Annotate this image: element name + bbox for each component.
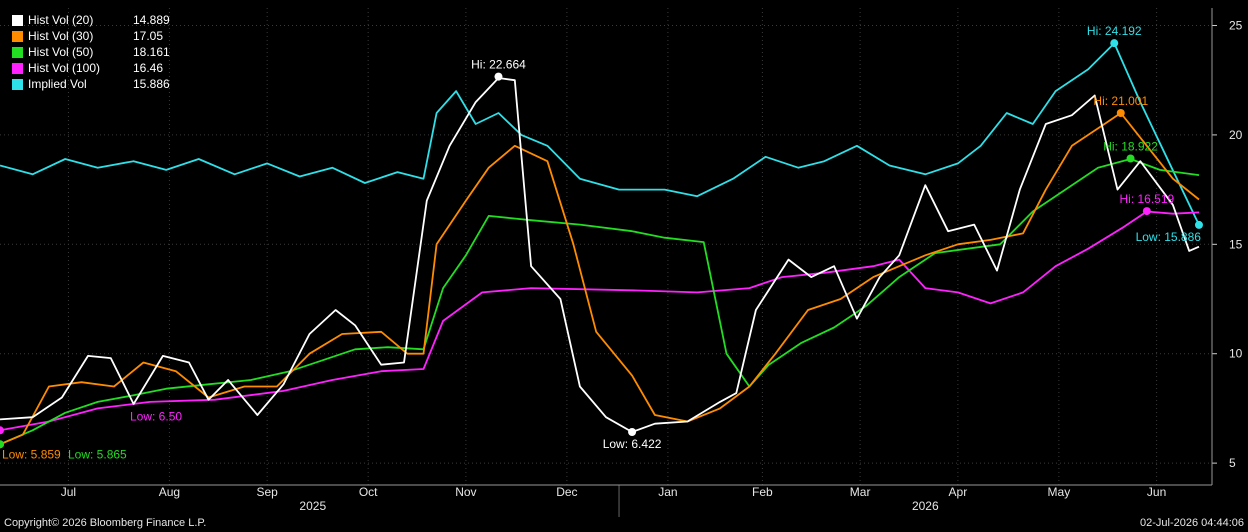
annotation-label: Hi: 16.519 <box>1119 192 1174 206</box>
series-line-4 <box>0 210 1200 432</box>
legend-item: Hist Vol (50) 18.161 <box>12 44 170 60</box>
legend-swatch <box>12 78 23 90</box>
annotation-marker <box>1142 207 1151 216</box>
annotation-label: Low: 15.886 <box>1136 230 1202 244</box>
annotation-marker <box>494 72 503 81</box>
annotation-markers: Hi: 22.664 Low: 6.422 Low: 5.859 Low: 5.865… <box>0 24 1203 462</box>
year-label: 2026 <box>912 499 939 513</box>
legend-swatch <box>12 14 23 26</box>
timestamp-text: 02-Jul-2026 04:44:06 <box>1140 517 1244 529</box>
annotation-marker <box>1194 220 1203 229</box>
series-line-5 <box>0 42 1200 226</box>
legend-value: 14.889 <box>133 13 170 27</box>
year-label: 2025 <box>299 499 326 513</box>
month-label: Dec <box>556 485 577 499</box>
legend-value: 18.161 <box>133 45 170 59</box>
y-tick-label: 25 <box>1229 19 1243 33</box>
annotation-label: Low: 6.50 <box>130 409 182 423</box>
annotation-label: Hi: 21.001 <box>1093 94 1148 108</box>
month-label: Apr <box>949 485 968 499</box>
legend-item: Hist Vol (30) 17.05 <box>12 28 170 44</box>
annotation-label: Low: 5.865 <box>68 448 127 462</box>
legend-swatch <box>12 30 23 42</box>
annotation-marker <box>1126 154 1135 163</box>
annotation-label: Low: 5.859 <box>2 448 61 462</box>
series-line-1 <box>0 77 1200 433</box>
month-label: Oct <box>359 485 378 499</box>
legend-item: Hist Vol (100) 16.46 <box>12 60 170 76</box>
month-label: May <box>1048 485 1071 499</box>
annotation-label: Hi: 22.664 <box>471 58 526 72</box>
legend: Hist Vol (20) 14.889 Hist Vol (30) 17.05… <box>12 12 170 92</box>
month-label: Nov <box>455 485 476 499</box>
legend-label: Hist Vol (100) <box>28 61 101 75</box>
month-label: Feb <box>752 485 773 499</box>
month-label: Aug <box>159 485 180 499</box>
legend-value: 16.46 <box>133 61 164 75</box>
month-label: Sep <box>256 485 278 499</box>
copyright-text: Copyright© 2026 Bloomberg Finance L.P. <box>4 517 207 529</box>
month-label: Jul <box>61 485 76 499</box>
legend-item: Implied Vol 15.886 <box>12 76 170 92</box>
legend-label: Hist Vol (30) <box>28 29 94 43</box>
legend-value: 17.05 <box>133 29 164 43</box>
legend-label: Hist Vol (20) <box>28 13 94 27</box>
month-label: Jun <box>1147 485 1166 499</box>
series-line-3 <box>0 158 1200 446</box>
month-label: Jan <box>658 485 677 499</box>
series-line-2 <box>0 112 1200 446</box>
annotation-marker <box>1110 39 1119 48</box>
y-tick-label: 10 <box>1229 347 1243 361</box>
legend-item: Hist Vol (20) 14.889 <box>12 12 170 28</box>
annotation-marker <box>0 440 4 449</box>
annotation-label: Hi: 24.192 <box>1087 24 1142 38</box>
annotation-marker <box>0 426 4 435</box>
y-tick-label: 5 <box>1229 456 1236 470</box>
y-tick-label: 15 <box>1229 237 1243 251</box>
legend-label: Hist Vol (50) <box>28 45 94 59</box>
month-label: Mar <box>850 485 871 499</box>
legend-swatch <box>12 62 23 74</box>
annotation-marker <box>628 428 637 437</box>
y-tick-label: 20 <box>1229 128 1243 142</box>
annotation-label: Hi: 18.922 <box>1103 139 1158 153</box>
legend-label: Implied Vol <box>28 77 87 91</box>
annotation-label: Low: 6.422 <box>603 437 662 451</box>
legend-swatch <box>12 46 23 58</box>
annotation-marker <box>1116 109 1125 118</box>
series-lines <box>0 42 1200 446</box>
legend-value: 15.886 <box>133 77 170 91</box>
